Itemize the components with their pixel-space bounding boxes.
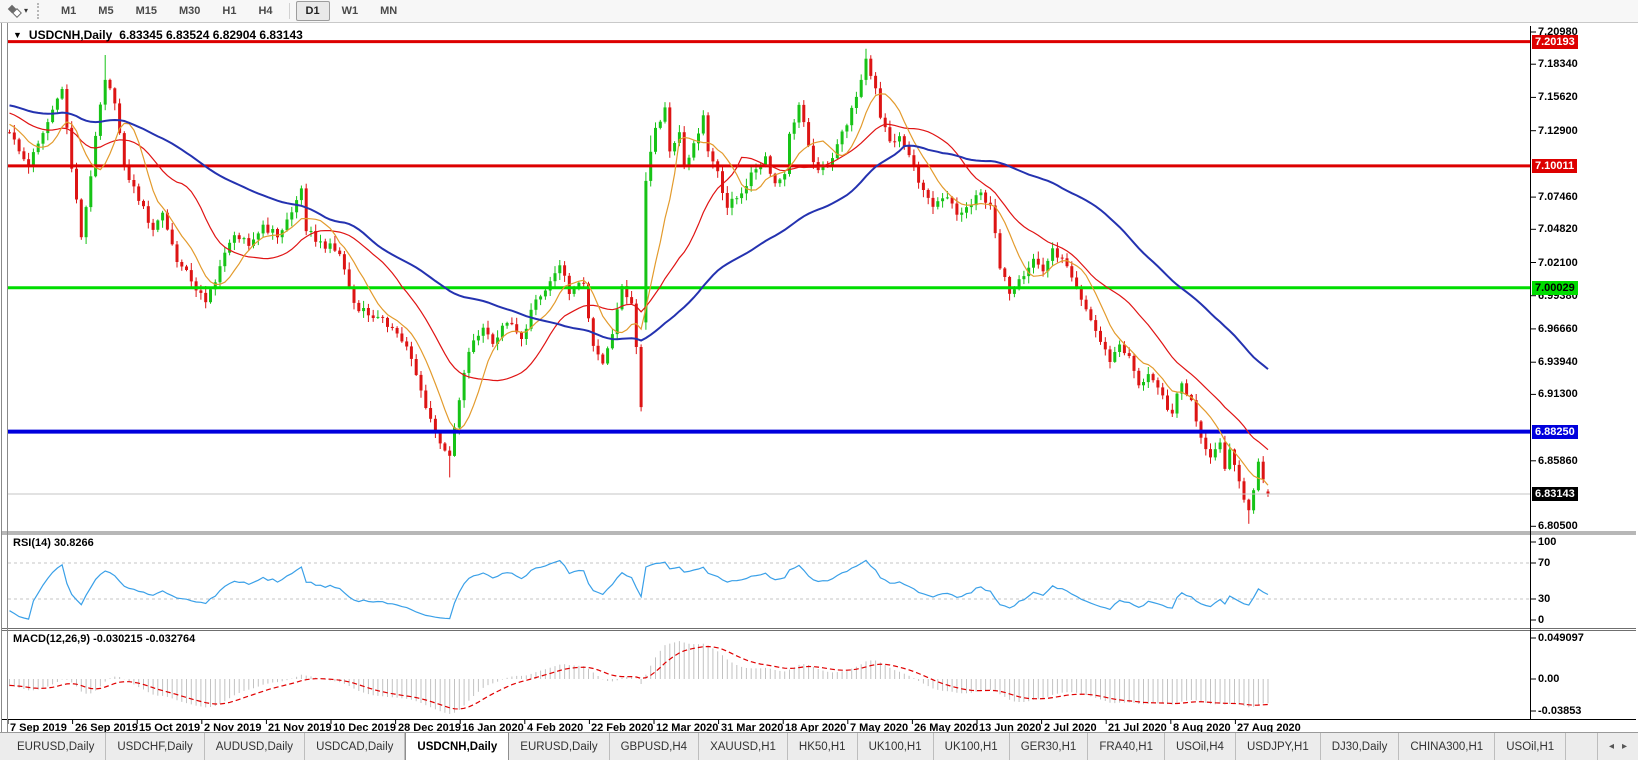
date-tick-label: 22 Feb 2020 [591, 722, 654, 734]
date-tick-label: 31 Mar 2020 [721, 722, 784, 734]
rsi-label: RSI(14) 30.8266 [13, 537, 94, 549]
date-tick-label: 27 Aug 2020 [1237, 722, 1301, 734]
window-frame-left [1, 23, 8, 732]
price-tick-label: 7.12900 [1538, 125, 1578, 137]
date-tick-label: 18 Apr 2020 [785, 722, 847, 734]
date-tick-label: 10 Dec 2019 [333, 722, 396, 734]
date-tick-label: 15 Oct 2019 [139, 722, 201, 734]
chart-tab-1[interactable]: USDCHF,Daily [106, 733, 205, 760]
timeframe-button-h1[interactable]: H1 [222, 5, 237, 17]
price-tick-label: 7.07460 [1538, 191, 1578, 203]
price-line-label: 7.10011 [1532, 159, 1578, 173]
chart-tab-12[interactable]: FRA40,H1 [1088, 733, 1165, 760]
date-tick-label: 26 May 2020 [914, 722, 979, 734]
chart-tool-button[interactable]: ▾ [0, 1, 34, 21]
chart-window: ▼ USDCNH,Daily 6.83345 6.83524 6.82904 6… [0, 22, 1638, 734]
price-tick-label: 6.91300 [1538, 388, 1578, 400]
date-tick-label: 26 Sep 2019 [75, 722, 138, 734]
price-tick-label: 6.93940 [1538, 356, 1578, 368]
chart-tab-8[interactable]: HK50,H1 [788, 733, 858, 760]
date-tick-label: 13 Jun 2020 [979, 722, 1042, 734]
price-tick-label: 6.80500 [1538, 520, 1578, 532]
chart-tab-11[interactable]: GER30,H1 [1010, 733, 1089, 760]
price-line-label: 6.88250 [1532, 425, 1578, 439]
chart-tab-13[interactable]: USOil,H4 [1165, 733, 1236, 760]
price-tick-label: 7.02100 [1538, 257, 1578, 269]
price-tick-label: 6.85860 [1538, 455, 1578, 467]
chart-tab-14[interactable]: USDJPY,H1 [1236, 733, 1321, 760]
rsi-tick-label: 0 [1538, 614, 1545, 626]
date-tick-label: 2 Nov 2019 [204, 722, 262, 734]
chart-tab-6[interactable]: GBPUSD,H4 [610, 733, 700, 760]
tab-scroll-right-icon[interactable]: ▸ [1621, 741, 1627, 752]
timeframe-button-d1[interactable]: D1 [295, 1, 330, 21]
chart-ohlc-values: 6.83345 6.83524 6.82904 6.83143 [119, 28, 303, 42]
timeframe-button-m5[interactable]: M5 [98, 5, 114, 17]
date-tick-label: 21 Jul 2020 [1108, 722, 1167, 734]
chart-tabs: EURUSD,Daily USDCHF,Daily AUDUSD,Daily USDC… [0, 733, 1597, 760]
chart-tab-2[interactable]: AUDUSD,Daily [205, 733, 306, 760]
tab-scroll-arrows: ◂ ▸ [1596, 733, 1638, 760]
date-tick-label: 8 Aug 2020 [1173, 722, 1231, 734]
date-tick-label: 2 Jul 2020 [1044, 722, 1097, 734]
chart-tab-16[interactable]: CHINA300,H1 [1399, 733, 1496, 760]
top-toolbar: ▾ M1 M5 M15 M30 H1 H4 D1 W1 MN [0, 0, 1638, 23]
timeframe-button-w1[interactable]: W1 [341, 5, 359, 17]
chart-tab-7[interactable]: XAUUSD,H1 [699, 733, 788, 760]
chart-tab-9[interactable]: UK100,H1 [858, 733, 934, 760]
date-tick-label: 7 Sep 2019 [10, 722, 67, 734]
macd-tick-label: 0.049097 [1538, 632, 1584, 644]
rsi-tick-label: 70 [1538, 557, 1551, 569]
timeframe-button-m30[interactable]: M30 [178, 5, 201, 17]
date-tick-label: 7 May 2020 [850, 722, 909, 734]
timeframe-button-mn[interactable]: MN [380, 5, 398, 17]
price-tick-label: 7.18340 [1538, 58, 1578, 70]
timeframe-toolbar: M1 M5 M15 M30 H1 H4 D1 W1 MN [50, 0, 408, 22]
price-line-label: 7.00029 [1532, 281, 1578, 295]
timeframe-button-m1[interactable]: M1 [61, 5, 77, 17]
date-tick-label: 21 Nov 2019 [268, 722, 332, 734]
toolbar-grip[interactable] [37, 3, 43, 19]
rsi-tick-label: 30 [1538, 593, 1551, 605]
chart-tab-17[interactable]: USOil,H1 [1495, 733, 1567, 760]
rsi-tick-label: 100 [1538, 536, 1557, 548]
chart-tab-0[interactable]: EURUSD,Daily [6, 733, 107, 760]
chart-tab-3[interactable]: USDCAD,Daily [305, 733, 406, 760]
chart-tab-10[interactable]: UK100,H1 [934, 733, 1010, 760]
price-tick-label: 6.96660 [1538, 323, 1578, 335]
toolbar-separator [288, 3, 290, 19]
chart-tab-5[interactable]: EURUSD,Daily [509, 733, 610, 760]
chart-symbol-label: USDCNH,Daily [28, 28, 113, 42]
macd-tick-label: -0.03853 [1538, 705, 1582, 717]
diamonds-icon [7, 4, 22, 18]
current-price-label: 6.83143 [1532, 487, 1578, 501]
price-line-label: 7.20193 [1532, 35, 1578, 49]
price-tick-label: 7.04820 [1538, 223, 1578, 235]
date-tick-label: 28 Dec 2019 [398, 722, 461, 734]
chart-tab-15[interactable]: DJ30,Daily [1321, 733, 1400, 760]
timeframe-button-m15[interactable]: M15 [135, 5, 157, 17]
date-tick-label: 12 Mar 2020 [656, 722, 719, 734]
chart-tab-4[interactable]: USDCNH,Daily [405, 733, 510, 760]
chart-title: ▼ USDCNH,Daily 6.83345 6.83524 6.82904 6… [13, 28, 303, 42]
collapse-triangle-icon[interactable]: ▼ [13, 30, 22, 40]
price-tick-label: 7.15620 [1538, 91, 1578, 103]
timeframe-button-h4[interactable]: H4 [258, 5, 273, 17]
macd-tick-label: 0.00 [1538, 673, 1560, 685]
chevron-down-icon[interactable]: ▾ [24, 6, 29, 15]
date-tick-label: 4 Feb 2020 [527, 722, 584, 734]
chart-tabs-bar: EURUSD,Daily USDCHF,Daily AUDUSD,Daily USDC… [0, 732, 1638, 760]
tab-scroll-left-icon[interactable]: ◂ [1608, 741, 1614, 752]
date-tick-label: 16 Jan 2020 [462, 722, 524, 734]
macd-label: MACD(12,26,9) -0.030215 -0.032764 [13, 633, 196, 645]
